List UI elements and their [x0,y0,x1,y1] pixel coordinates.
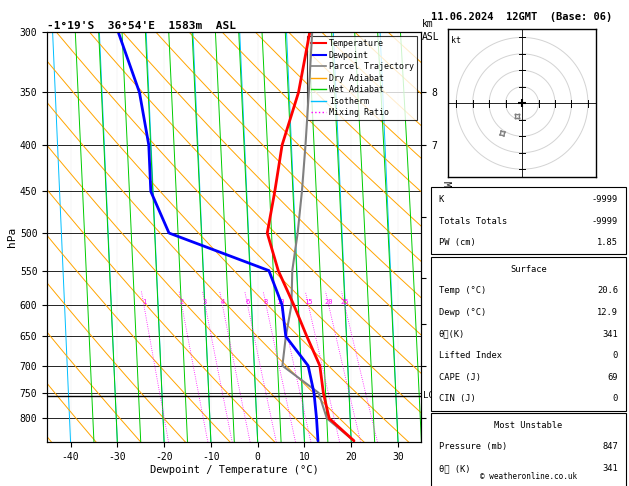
Text: 341: 341 [603,464,618,473]
Text: 341: 341 [603,330,618,339]
Y-axis label: hPa: hPa [7,227,17,247]
Text: θᴇ (K): θᴇ (K) [438,464,470,473]
Text: 0: 0 [613,351,618,360]
Text: θᴇ(K): θᴇ(K) [438,330,465,339]
Text: Most Unstable: Most Unstable [494,421,562,430]
Text: 3: 3 [203,299,208,305]
Text: PW (cm): PW (cm) [438,238,476,247]
Text: 0: 0 [613,395,618,403]
Text: Pressure (mb): Pressure (mb) [438,442,507,451]
Text: 10: 10 [277,299,285,305]
Text: CAPE (J): CAPE (J) [438,373,481,382]
Text: 1.85: 1.85 [597,238,618,247]
Text: 4: 4 [220,299,225,305]
Text: Surface: Surface [510,264,547,274]
Text: Dewp (°C): Dewp (°C) [438,308,486,317]
Text: © weatheronline.co.uk: © weatheronline.co.uk [480,471,577,481]
Text: 2: 2 [179,299,184,305]
Text: LCL: LCL [423,391,439,400]
Text: 69: 69 [608,373,618,382]
Bar [431,187,626,254]
Text: 20: 20 [325,299,333,305]
Bar [431,257,626,411]
Text: kt: kt [451,36,461,45]
Text: -1°19'S  36°54'E  1583m  ASL: -1°19'S 36°54'E 1583m ASL [47,21,236,31]
Text: 20.6: 20.6 [597,286,618,295]
Text: -9999: -9999 [592,217,618,226]
Text: -9999: -9999 [592,195,618,204]
Text: 15: 15 [304,299,313,305]
Text: 6: 6 [245,299,250,305]
Text: 1: 1 [142,299,146,305]
Text: km: km [422,19,434,30]
Text: 12.9: 12.9 [597,308,618,317]
Legend: Temperature, Dewpoint, Parcel Trajectory, Dry Adiabat, Wet Adiabat, Isotherm, Mi: Temperature, Dewpoint, Parcel Trajectory… [307,36,417,121]
Text: Totals Totals: Totals Totals [438,217,507,226]
Text: 8: 8 [264,299,268,305]
Text: ASL: ASL [422,32,440,42]
Y-axis label: Mixing Ratio (g/kg): Mixing Ratio (g/kg) [441,181,451,293]
Text: 11.06.2024  12GMT  (Base: 06): 11.06.2024 12GMT (Base: 06) [431,12,612,22]
Text: Lifted Index: Lifted Index [438,351,502,360]
Bar [431,413,626,486]
X-axis label: Dewpoint / Temperature (°C): Dewpoint / Temperature (°C) [150,465,319,475]
Text: Temp (°C): Temp (°C) [438,286,486,295]
Text: K: K [438,195,444,204]
Text: 847: 847 [603,442,618,451]
Text: 25: 25 [340,299,349,305]
Text: CIN (J): CIN (J) [438,395,476,403]
